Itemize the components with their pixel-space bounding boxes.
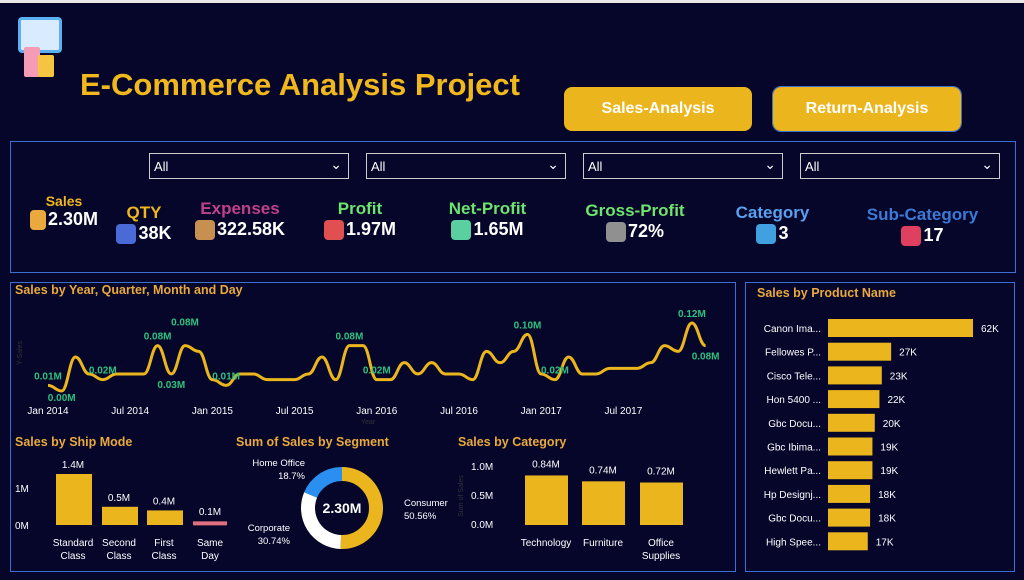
bar-label: 0.84M <box>532 459 560 470</box>
bar-label: 17K <box>876 537 894 548</box>
product-label: Gbc Docu... <box>768 514 821 525</box>
bar-label: 19K <box>880 443 898 454</box>
bar <box>525 475 568 525</box>
charts-layer: 0.01M 0.00M 0.02M 0.08M 0.03M 0.08M 0.01M 0.08M… <box>0 3 1024 580</box>
bar-label: 19K <box>880 466 898 477</box>
x-tick-label: Jan 2017 <box>521 406 563 417</box>
bar <box>828 532 868 550</box>
x-tick-label: Jan 2016 <box>356 406 398 417</box>
bar-label: 1.4M <box>62 460 84 471</box>
bar <box>828 390 879 408</box>
category-label: Same <box>197 538 224 549</box>
product-label: Hon 5400 ... <box>767 395 821 406</box>
y-tick-label: 0M <box>15 521 29 532</box>
donut-slice <box>311 474 342 495</box>
segment-name: Home Office <box>252 458 305 469</box>
bar-label: 23K <box>890 371 908 382</box>
product-label: Gbc Ibima... <box>767 443 821 454</box>
x-tick-label: Jul 2015 <box>276 406 314 417</box>
data-label: 0.00M <box>48 393 76 404</box>
data-label: 0.02M <box>541 366 569 377</box>
segment-pct: 18.7% <box>278 471 305 482</box>
donut-center-value: 2.30M <box>323 500 362 516</box>
bar <box>828 319 973 337</box>
bar <box>640 483 683 525</box>
category-label: Office <box>648 538 674 549</box>
y-tick-label: 1M <box>15 484 29 495</box>
bar <box>828 461 872 479</box>
category-label: Second <box>102 538 136 549</box>
bar-label: 0.74M <box>589 465 617 476</box>
data-label: 0.08M <box>171 318 199 329</box>
bar-label: 62K <box>981 324 999 335</box>
data-label: 0.08M <box>336 332 364 343</box>
segment-name: Corporate <box>248 523 290 534</box>
data-label: 0.02M <box>363 366 391 377</box>
bar <box>147 510 183 525</box>
x-tick-label: Jan 2014 <box>27 406 69 417</box>
category-label: Class <box>60 551 85 562</box>
bar-label: 27K <box>899 348 917 359</box>
category-label: Supplies <box>642 551 680 562</box>
product-label: Hp Designj... <box>764 490 821 501</box>
bar <box>828 343 891 361</box>
product-label: Canon Ima... <box>764 324 821 335</box>
category-label: Class <box>106 551 131 562</box>
x-tick-label: Jul 2014 <box>111 406 149 417</box>
bar <box>102 507 138 525</box>
y-axis-title: Sum of Sales <box>458 475 465 517</box>
data-label: 0.08M <box>144 332 172 343</box>
product-label: Cisco Tele... <box>767 371 821 382</box>
bar <box>828 438 872 456</box>
bar <box>828 509 870 527</box>
x-axis-title: Year <box>361 419 376 426</box>
product-label: Fellowes P... <box>765 348 821 359</box>
y-tick-label: 1.0M <box>471 462 493 473</box>
bar-label: 18K <box>878 490 896 501</box>
category-label: Class <box>151 551 176 562</box>
x-tick-label: Jul 2017 <box>604 406 642 417</box>
data-label: 0.01M <box>212 371 240 382</box>
category-label: Technology <box>521 538 572 549</box>
y-axis-title: Y-Sales <box>17 341 24 365</box>
segment-name: Consumer <box>404 498 448 509</box>
bar <box>828 414 875 432</box>
bar <box>193 521 227 525</box>
category-label: Furniture <box>583 538 623 549</box>
bar <box>828 366 882 384</box>
bar-label: 20K <box>883 419 901 430</box>
bar-label: 0.4M <box>153 496 175 507</box>
data-label: 0.02M <box>89 366 117 377</box>
bar-label: 0.1M <box>199 507 221 518</box>
segment-pct: 50.56% <box>404 511 437 522</box>
data-label: 0.10M <box>514 320 542 331</box>
bar-label: 0.5M <box>108 493 130 504</box>
data-label: 0.08M <box>692 352 720 363</box>
data-label: 0.03M <box>157 380 185 391</box>
bar-label: 0.72M <box>647 467 675 478</box>
segment-pct: 30.74% <box>258 536 291 547</box>
y-tick-label: 0.5M <box>471 491 493 502</box>
bar <box>582 481 625 525</box>
category-label: First <box>154 538 174 549</box>
x-tick-label: Jul 2016 <box>440 406 478 417</box>
y-tick-label: 0.0M <box>471 520 493 531</box>
product-label: Gbc Docu... <box>768 419 821 430</box>
category-label: Day <box>201 551 219 562</box>
x-tick-label: Jan 2015 <box>192 406 234 417</box>
category-label: Standard <box>53 538 94 549</box>
bar-label: 18K <box>878 514 896 525</box>
bar-label: 22K <box>887 395 905 406</box>
product-label: Hewlett Pa... <box>764 466 821 477</box>
product-label: High Spee... <box>766 537 821 548</box>
bar <box>56 474 92 525</box>
bar <box>828 485 870 503</box>
data-label: 0.01M <box>34 371 62 382</box>
data-label: 0.12M <box>678 309 706 320</box>
